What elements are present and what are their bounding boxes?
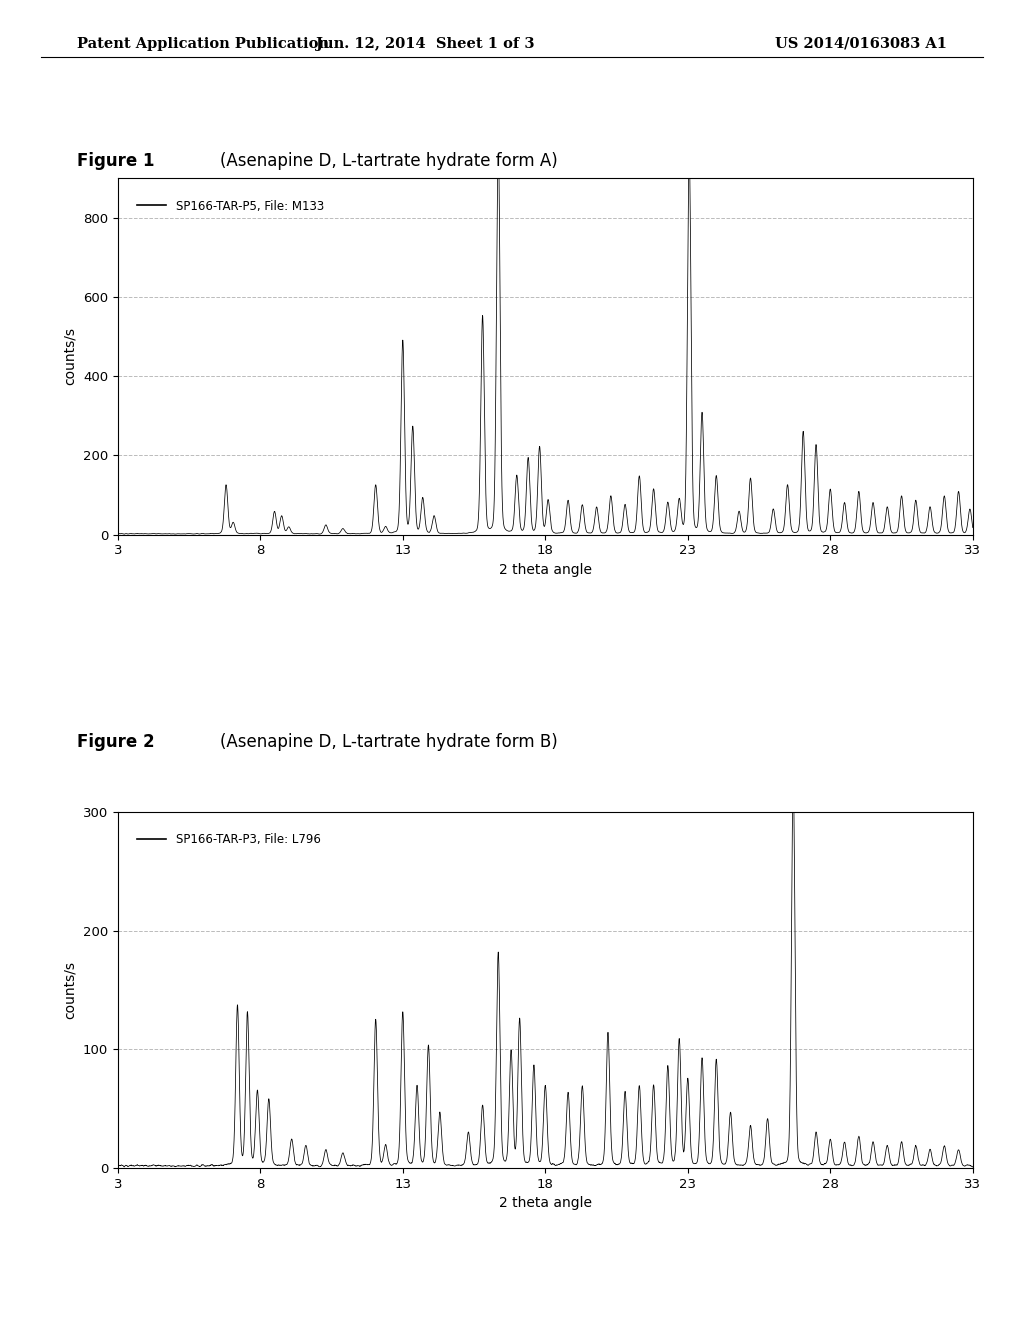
Text: Jun. 12, 2014  Sheet 1 of 3: Jun. 12, 2014 Sheet 1 of 3 xyxy=(315,37,535,51)
Y-axis label: counts/s: counts/s xyxy=(63,327,77,385)
X-axis label: 2 theta angle: 2 theta angle xyxy=(499,1196,592,1210)
Text: Figure 2: Figure 2 xyxy=(77,733,155,751)
Text: (Asenapine D, L-tartrate hydrate form A): (Asenapine D, L-tartrate hydrate form A) xyxy=(220,152,558,170)
Legend: SP166-TAR-P5, File: M133: SP166-TAR-P5, File: M133 xyxy=(132,195,329,218)
Legend: SP166-TAR-P3, File: L796: SP166-TAR-P3, File: L796 xyxy=(132,829,326,851)
Y-axis label: counts/s: counts/s xyxy=(63,961,77,1019)
Text: US 2014/0163083 A1: US 2014/0163083 A1 xyxy=(775,37,947,51)
Text: (Asenapine D, L-tartrate hydrate form B): (Asenapine D, L-tartrate hydrate form B) xyxy=(220,733,558,751)
X-axis label: 2 theta angle: 2 theta angle xyxy=(499,562,592,577)
Text: Patent Application Publication: Patent Application Publication xyxy=(77,37,329,51)
Text: Figure 1: Figure 1 xyxy=(77,152,155,170)
